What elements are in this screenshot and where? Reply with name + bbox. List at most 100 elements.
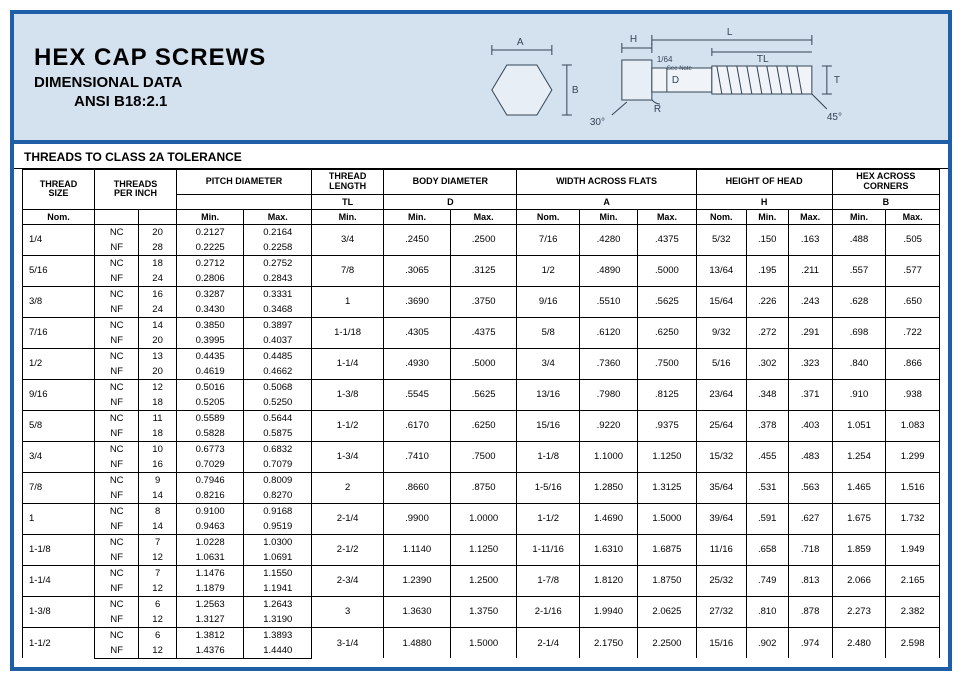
cell-hnom: 5/16: [696, 348, 746, 379]
cell-nf: NF: [95, 519, 139, 535]
cell-nf-pmin: 1.4376: [176, 643, 244, 659]
cell-nc: NC: [95, 410, 139, 426]
cell-size: 7/8: [23, 472, 95, 503]
cell-hmin: .810: [746, 596, 788, 627]
cell-hnom: 11/16: [696, 534, 746, 565]
cell-hnom: 39/64: [696, 503, 746, 534]
bolt-diagram: A B H L TL D: [436, 20, 928, 135]
cell-nc: NC: [95, 224, 139, 240]
cell-hmin: .348: [746, 379, 788, 410]
title-subtitle: DIMENSIONAL DATA: [34, 74, 436, 91]
cell-nc-tpi: 6: [139, 596, 177, 612]
cell-size: 1/4: [23, 224, 95, 255]
cell-nf: NF: [95, 488, 139, 504]
cell-hmax: .813: [788, 565, 832, 596]
cell-dmin: .8660: [384, 472, 451, 503]
cell-anom: 7/16: [517, 224, 579, 255]
cell-dmax: .6250: [450, 410, 517, 441]
cell-nf-tpi: 24: [139, 271, 177, 287]
table-row: 1-3/8NC61.25631.264331.36301.37502-1/161…: [23, 596, 940, 612]
cell-nf: NF: [95, 395, 139, 411]
cell-nc-tpi: 6: [139, 627, 177, 643]
cell-nf-tpi: 16: [139, 457, 177, 473]
cell-nc: NC: [95, 596, 139, 612]
cell-amax: 1.5000: [638, 503, 696, 534]
cell-hmin: .902: [746, 627, 788, 658]
cell-hnom: 15/64: [696, 286, 746, 317]
cell-amin: .4890: [579, 255, 637, 286]
cell-dmax: .7500: [450, 441, 517, 472]
cell-nc-pmin: 0.3850: [176, 317, 244, 333]
cell-nc-pmax: 0.9168: [244, 503, 312, 519]
cell-nc-pmax: 0.3331: [244, 286, 312, 302]
table-body: 1/4NC200.21270.21643/4.2450.25007/16.428…: [23, 224, 940, 658]
cell-anom: 1-5/16: [517, 472, 579, 503]
cell-nc: NC: [95, 348, 139, 364]
cell-amax: .5000: [638, 255, 696, 286]
cell-dmin: .4305: [384, 317, 451, 348]
cell-bmax: 2.598: [886, 627, 940, 658]
sub-amax: Max.: [638, 209, 696, 224]
cell-tl: 1: [312, 286, 384, 317]
cell-bmin: 2.066: [832, 565, 886, 596]
title-block: HEX CAP SCREWS DIMENSIONAL DATA ANSI B18…: [34, 44, 436, 110]
cell-dmax: 1.0000: [450, 503, 517, 534]
cell-bmax: 1.732: [886, 503, 940, 534]
svg-text:1/64: 1/64: [657, 55, 673, 64]
cell-dmax: .5000: [450, 348, 517, 379]
cell-nc-pmin: 0.4435: [176, 348, 244, 364]
cell-hnom: 5/32: [696, 224, 746, 255]
cell-amin: .9220: [579, 410, 637, 441]
table-row: 1/4NC200.21270.21643/4.2450.25007/16.428…: [23, 224, 940, 240]
cell-hmin: .455: [746, 441, 788, 472]
sub-hmin: Min.: [746, 209, 788, 224]
cell-nc-pmax: 0.4485: [244, 348, 312, 364]
cell-amax: 1.1250: [638, 441, 696, 472]
cell-hmin: .302: [746, 348, 788, 379]
svg-text:A: A: [517, 37, 524, 48]
cell-amin: .4280: [579, 224, 637, 255]
cell-nf-pmax: 0.4037: [244, 333, 312, 349]
cell-nc-pmax: 0.8009: [244, 472, 312, 488]
cell-nf-pmin: 0.7029: [176, 457, 244, 473]
header-bar: HEX CAP SCREWS DIMENSIONAL DATA ANSI B18…: [14, 14, 948, 144]
cell-bmin: 2.273: [832, 596, 886, 627]
cell-nc-pmax: 0.3897: [244, 317, 312, 333]
col-body: BODY DIAMETER: [384, 170, 517, 195]
table-row: 1-1/4NC71.14761.15502-3/41.23901.25001-7…: [23, 565, 940, 581]
cell-nc-tpi: 20: [139, 224, 177, 240]
svg-text:45°: 45°: [827, 112, 842, 123]
cell-hmax: .211: [788, 255, 832, 286]
cell-anom: 1-1/8: [517, 441, 579, 472]
col-pitch: PITCH DIAMETER: [176, 170, 311, 195]
cell-tl: 2-1/4: [312, 503, 384, 534]
table-row: 1-1/8NC71.02281.03002-1/21.11401.12501-1…: [23, 534, 940, 550]
cell-dmin: 1.4880: [384, 627, 451, 658]
cell-nc-tpi: 9: [139, 472, 177, 488]
cell-bmax: .938: [886, 379, 940, 410]
cell-dmax: 1.1250: [450, 534, 517, 565]
cell-bmax: .866: [886, 348, 940, 379]
cell-bmax: 2.165: [886, 565, 940, 596]
svg-text:30°: 30°: [590, 117, 605, 128]
cell-anom: 1-1/2: [517, 503, 579, 534]
col-height: HEIGHT OF HEAD: [696, 170, 832, 195]
cell-anom: 13/16: [517, 379, 579, 410]
cell-hmax: .323: [788, 348, 832, 379]
cell-dmax: .8750: [450, 472, 517, 503]
cell-amax: 1.8750: [638, 565, 696, 596]
cell-nf-pmin: 1.3127: [176, 612, 244, 628]
title-main: HEX CAP SCREWS: [34, 44, 436, 72]
cell-hnom: 25/32: [696, 565, 746, 596]
cell-nc: NC: [95, 565, 139, 581]
cell-dmin: 1.2390: [384, 565, 451, 596]
svg-text:D: D: [672, 75, 679, 86]
cell-tl: 1-1/4: [312, 348, 384, 379]
cell-anom: 5/8: [517, 317, 579, 348]
cell-bmin: .557: [832, 255, 886, 286]
cell-dmin: .9900: [384, 503, 451, 534]
cell-anom: 2-1/16: [517, 596, 579, 627]
cell-nf: NF: [95, 240, 139, 256]
cell-nf-pmin: 0.4619: [176, 364, 244, 380]
svg-text:L: L: [727, 27, 733, 38]
